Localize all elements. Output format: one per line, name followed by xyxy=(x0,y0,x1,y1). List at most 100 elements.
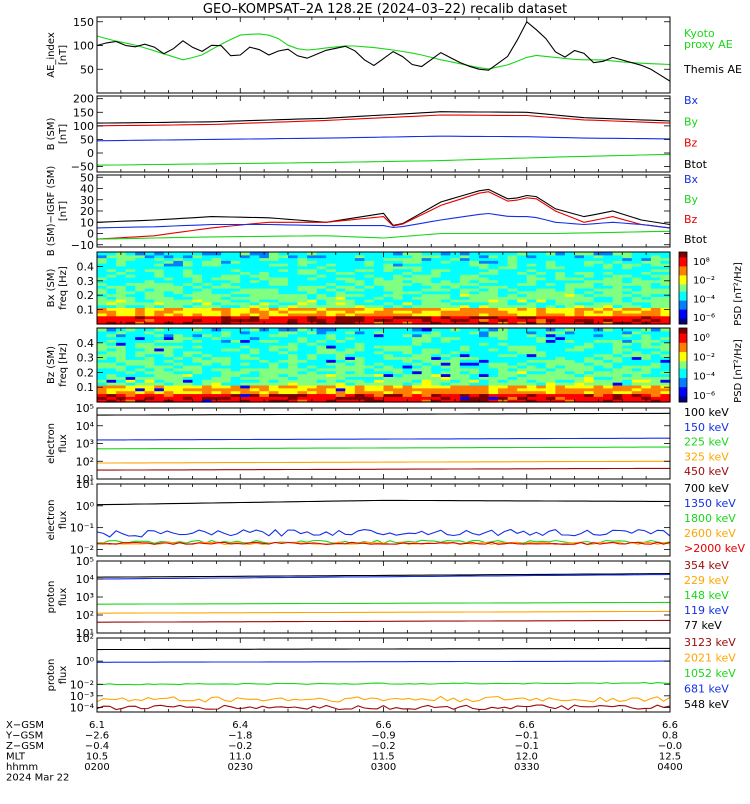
table-cell: 0.8 xyxy=(662,731,678,742)
psd-cell xyxy=(412,304,423,308)
psd-cell xyxy=(564,288,576,292)
psd-cell xyxy=(173,333,184,338)
psd-cell xyxy=(593,285,604,289)
psd-cell xyxy=(154,310,165,314)
psd-cell xyxy=(498,318,509,322)
psd-cell xyxy=(488,328,499,332)
psd-cell xyxy=(526,367,537,372)
psd-cell xyxy=(364,257,375,261)
psd-cell xyxy=(326,288,337,292)
psd-cell xyxy=(335,276,346,281)
series-line xyxy=(96,499,671,506)
psd-cell xyxy=(307,367,318,372)
psd-cell xyxy=(612,276,623,281)
psd-cell xyxy=(202,296,213,300)
psd-cell xyxy=(421,367,432,372)
psd-cell xyxy=(393,350,404,355)
psd-cell xyxy=(163,293,174,297)
psd-cell xyxy=(278,367,289,372)
psd-cell xyxy=(211,330,222,335)
colorbar-segment xyxy=(679,348,687,351)
psd-cell xyxy=(536,265,547,270)
psd-cell xyxy=(297,268,308,272)
psd-cell xyxy=(383,288,394,292)
psd-cell xyxy=(288,350,299,355)
psd-cell xyxy=(660,312,671,317)
psd-cell xyxy=(297,296,308,300)
psd-cell xyxy=(593,370,604,375)
psd-cell xyxy=(230,304,241,308)
psd-cell xyxy=(612,290,623,295)
psd-cell xyxy=(574,304,585,308)
table-cell: 0330 xyxy=(514,762,539,773)
psd-cell xyxy=(450,304,461,308)
psd-cell xyxy=(211,379,222,383)
psd-cell xyxy=(612,274,623,278)
psd-cell xyxy=(373,342,385,346)
colorbar-segment xyxy=(679,370,687,373)
psd-cell xyxy=(564,252,576,256)
psd-cell xyxy=(97,285,108,289)
psd-cell xyxy=(144,304,155,308)
psd-cell xyxy=(135,288,146,292)
psd-cell xyxy=(641,288,652,292)
psd-cell xyxy=(144,333,155,338)
psd-cell xyxy=(574,328,585,332)
psd-cell xyxy=(555,318,566,322)
psd-cell xyxy=(221,301,232,306)
psd-cell xyxy=(163,384,174,389)
psd-cell xyxy=(555,254,566,259)
psd-cell xyxy=(354,373,365,377)
psd-cell xyxy=(135,376,146,380)
psd-cell xyxy=(202,252,213,256)
psd-cell xyxy=(373,274,385,278)
psd-cell xyxy=(106,365,117,369)
psd-cell xyxy=(393,376,404,380)
psd-cell xyxy=(221,252,232,256)
series-line xyxy=(96,695,671,703)
psd-cell xyxy=(364,279,375,284)
psd-cell xyxy=(507,387,518,392)
psd-cell xyxy=(593,336,604,340)
psd-cell xyxy=(97,296,108,300)
psd-cell xyxy=(116,263,127,267)
psd-cell xyxy=(211,279,222,284)
psd-cell xyxy=(383,252,394,256)
psd-cell xyxy=(154,347,165,352)
psd-cell xyxy=(125,382,136,386)
psd-cell xyxy=(154,276,165,281)
psd-cell xyxy=(536,376,547,380)
psd-cell xyxy=(259,268,270,272)
psd-cell xyxy=(545,330,556,335)
psd-cell xyxy=(173,359,184,363)
psd-cell xyxy=(603,393,614,397)
psd-cell xyxy=(402,307,413,311)
psd-cell xyxy=(545,379,556,383)
psd-cell xyxy=(288,384,299,389)
psd-cell xyxy=(555,328,566,332)
psd-cell xyxy=(479,290,490,295)
psd-cell xyxy=(517,347,528,352)
psd-cell xyxy=(106,393,117,397)
y-tick-label: 100 xyxy=(73,120,94,133)
psd-cell xyxy=(125,254,136,259)
psd-cell xyxy=(116,279,127,284)
colorbar-segment xyxy=(679,331,687,335)
psd-cell xyxy=(106,330,117,335)
psd-cell xyxy=(536,362,547,366)
psd-cell xyxy=(335,263,346,267)
psd-cell xyxy=(536,315,547,320)
psd-cell xyxy=(192,362,203,366)
psd-cell xyxy=(97,384,108,389)
psd-cell xyxy=(479,288,490,292)
psd-cell xyxy=(593,330,604,335)
psd-cell xyxy=(326,312,337,317)
psd-cell xyxy=(459,396,471,400)
psd-cell xyxy=(268,318,280,322)
psd-cell xyxy=(297,387,308,392)
psd-cell xyxy=(182,274,194,278)
psd-cell xyxy=(345,268,356,272)
psd-cell xyxy=(584,379,595,383)
psd-cell xyxy=(450,359,461,363)
psd-cell xyxy=(650,285,662,289)
